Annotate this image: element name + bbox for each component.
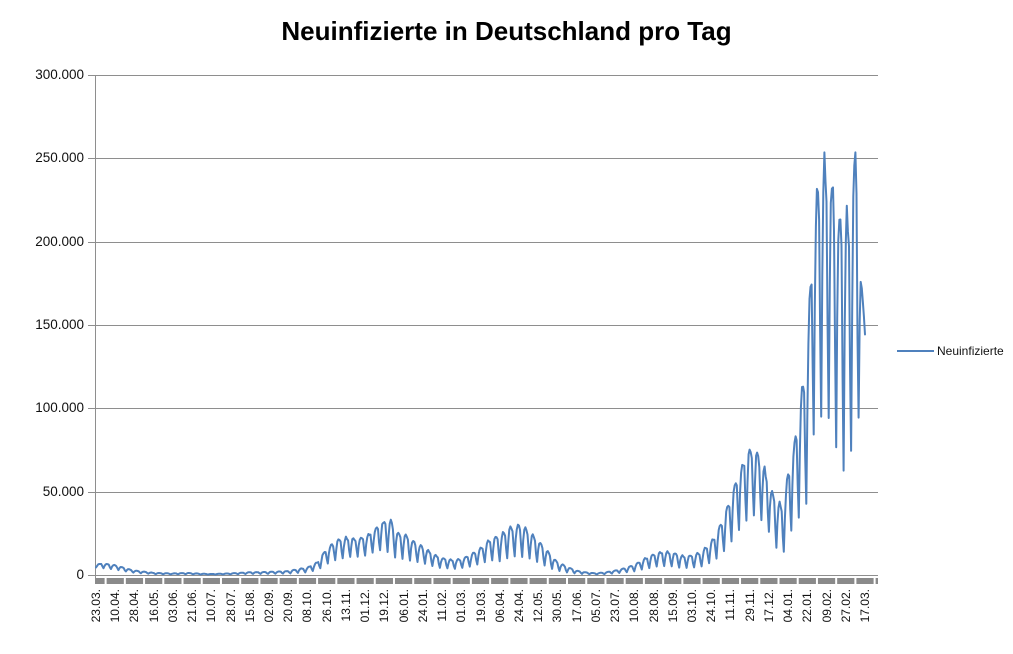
x-axis-tick-label: 17.12. xyxy=(761,589,776,623)
x-axis-tick-label: 29.11. xyxy=(742,589,757,622)
x-axis-tick-label: 26.10. xyxy=(319,589,334,623)
y-axis-tick-label: 0 xyxy=(76,567,84,582)
x-axis-tick-label: 11.11. xyxy=(723,589,738,621)
series-line xyxy=(95,151,866,576)
x-axis-tick-label: 23.03. xyxy=(89,589,103,623)
x-axis-tick-label: 05.07. xyxy=(588,589,603,623)
x-axis-tick-label: 28.08. xyxy=(646,589,661,623)
x-axis-tick-label: 28.07. xyxy=(223,589,238,623)
legend-line-sample xyxy=(897,350,934,352)
x-axis-tick-label: 17.06. xyxy=(569,589,584,623)
y-axis-tick-label: 300.000 xyxy=(35,67,84,82)
x-axis-tick-label: 15.09. xyxy=(665,589,680,623)
x-axis-tick-label: 09.02. xyxy=(819,589,834,623)
x-axis-tick-label: 01.12. xyxy=(358,589,373,623)
x-axis-tick-label: 15.08. xyxy=(242,589,257,623)
x-axis-tick-label: 24.10. xyxy=(704,589,719,623)
x-axis-tick-label: 27.02. xyxy=(838,589,853,623)
x-axis-tick-label: 06.04. xyxy=(492,589,507,623)
axes xyxy=(88,75,878,584)
x-axis-tick-label: 04.01. xyxy=(781,589,796,623)
x-axis-tick-label: 10.04. xyxy=(108,589,123,623)
x-axis-tick-bar xyxy=(95,577,878,585)
y-axis-tick-label: 150.000 xyxy=(35,317,84,332)
x-axis-tick-label: 02.09. xyxy=(262,589,277,623)
x-axis-tick-label: 10.08. xyxy=(627,589,642,623)
y-axis-tick-label: 100.000 xyxy=(35,400,84,416)
chart-title: Neuinfizierte in Deutschland pro Tag xyxy=(281,16,732,46)
x-axis-tick-label: 19.12. xyxy=(377,589,392,623)
x-axis-tick-label: 23.07. xyxy=(608,589,623,623)
y-axis-tick-label: 250.000 xyxy=(35,150,84,166)
gridlines xyxy=(95,75,878,493)
y-axis-tick-label: 50.000 xyxy=(42,483,84,499)
x-axis-tick-label: 03.06. xyxy=(165,589,180,623)
x-axis-tick-label: 01.03. xyxy=(454,589,469,623)
x-axis-tick-label: 30.05. xyxy=(550,589,565,623)
x-axis-tick-label: 21.06. xyxy=(185,589,200,623)
x-axis-tick-label: 22.01. xyxy=(800,589,815,623)
x-axis-tick-label: 24.04. xyxy=(511,589,526,623)
x-axis-tick-label: 24.01. xyxy=(415,589,430,623)
x-axis-tick-label: 19.03. xyxy=(473,589,488,623)
x-axis-tick-label: 17.03. xyxy=(858,589,872,623)
x-axis-tick-label: 11.02. xyxy=(435,589,450,622)
x-axis-tick-label: 16.05. xyxy=(146,589,161,623)
x-axis-tick-label: 13.11. xyxy=(338,589,353,622)
legend-label: Neuinfizierte xyxy=(937,344,1004,358)
x-axis-tick-label: 20.09. xyxy=(281,589,296,623)
x-axis-tick-label: 08.10. xyxy=(300,589,315,623)
x-axis-tick-label: 06.01. xyxy=(396,589,411,623)
x-axis-tick-label: 12.05. xyxy=(531,589,546,623)
legend: Neuinfizierte xyxy=(897,343,1004,359)
y-axis-tick-label: 200.000 xyxy=(35,233,84,249)
x-axis-tick-label: 10.07. xyxy=(204,589,219,623)
x-axis-tick-label: 28.04. xyxy=(127,589,142,623)
x-axis-tick-label: 03.10. xyxy=(684,589,699,623)
